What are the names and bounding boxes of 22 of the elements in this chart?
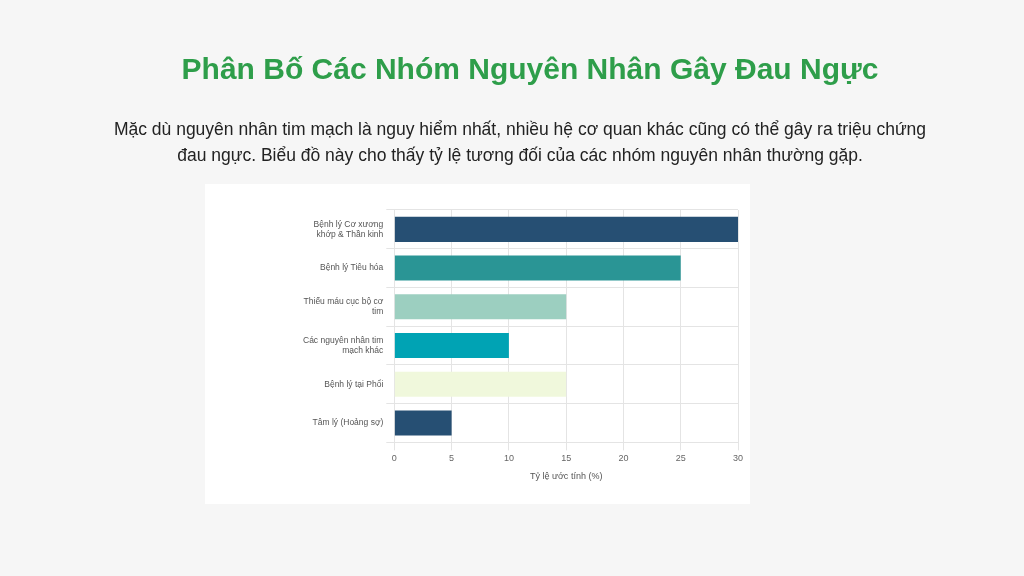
chart-subtitle: Mặc dù nguyên nhân tim mạch là nguy hiểm nhất, nhiều hệ cơ quan khác cũng có thể gây ra triệu chứng đau ngực. Biểu đồ này cho thấy tỷ lệ tương đối của các nhóm nguyên nhân thường gặp. bbox=[112, 118, 928, 167]
x-axis-title: Tỷ lệ ước tính (%) bbox=[529, 471, 603, 482]
chart-title: Phân Bố Các Nhóm Nguyên Nhân Gây Đau Ngực bbox=[180, 52, 880, 86]
bar bbox=[394, 216, 738, 242]
x-tick-label: 0 bbox=[391, 453, 397, 464]
x-tick-label: 5 bbox=[449, 453, 455, 464]
x-tick-label: 25 bbox=[675, 453, 686, 464]
y-tick-label: Tâm lý (Hoảng sợ) bbox=[312, 417, 384, 428]
bar bbox=[394, 255, 681, 281]
x-tick-label: 15 bbox=[561, 453, 572, 464]
y-tick-label: Bệnh lý Cơ xương khớp & Thần kinh bbox=[313, 218, 384, 239]
bar bbox=[394, 333, 509, 359]
bar bbox=[394, 294, 567, 320]
y-tick-label: Thiếu máu cục bộ cơ tim bbox=[303, 296, 384, 317]
x-tick-label: 10 bbox=[503, 453, 514, 464]
y-tick-label: Bệnh lý tại Phổi bbox=[324, 378, 384, 389]
bar bbox=[394, 410, 452, 436]
bar bbox=[394, 371, 567, 397]
x-tick-label: 20 bbox=[618, 453, 629, 464]
y-tick-label: Bệnh lý Tiêu hóa bbox=[320, 262, 384, 273]
y-tick-label: Các nguyên nhân tim mạch khác bbox=[303, 334, 385, 356]
x-tick-label: 30 bbox=[732, 453, 744, 464]
